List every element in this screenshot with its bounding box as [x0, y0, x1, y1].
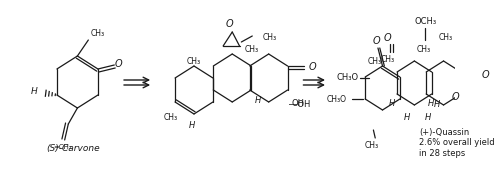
Text: =CH₂: =CH₂: [54, 144, 72, 150]
Text: O: O: [372, 36, 380, 46]
Text: CH₃O: CH₃O: [327, 95, 347, 103]
Text: OCH₃: OCH₃: [414, 17, 436, 27]
Text: H: H: [428, 100, 434, 109]
Text: H: H: [434, 100, 440, 109]
Text: H: H: [31, 88, 38, 96]
Text: H: H: [255, 95, 261, 104]
Text: CH₃: CH₃: [262, 34, 276, 43]
Text: CH₃: CH₃: [90, 29, 104, 37]
Text: CH₃: CH₃: [439, 34, 453, 43]
Text: OH: OH: [291, 98, 304, 108]
Text: CH₃: CH₃: [368, 57, 382, 67]
Text: ―OH: ―OH: [290, 100, 311, 109]
Text: CH₃: CH₃: [417, 44, 431, 54]
Text: O: O: [308, 62, 316, 72]
Text: H: H: [189, 122, 196, 130]
Text: H: H: [404, 114, 410, 122]
Text: CH₃: CH₃: [364, 141, 378, 149]
Text: O: O: [482, 70, 490, 80]
Text: O: O: [451, 93, 459, 102]
Text: (+)-Quassin
2.6% overall yield
in 28 steps: (+)-Quassin 2.6% overall yield in 28 ste…: [419, 128, 494, 158]
Text: CH₃: CH₃: [380, 56, 394, 64]
Text: O: O: [115, 59, 122, 69]
Text: CH₃: CH₃: [164, 114, 177, 122]
Text: H: H: [425, 114, 431, 122]
Text: CH₃: CH₃: [186, 56, 200, 65]
Text: O: O: [226, 19, 234, 29]
Text: H: H: [389, 100, 395, 109]
Text: CH₃O: CH₃O: [337, 74, 359, 82]
Text: O: O: [384, 33, 391, 43]
Text: CH₃: CH₃: [245, 44, 259, 54]
Text: (S)-Carvone: (S)-Carvone: [46, 143, 100, 153]
